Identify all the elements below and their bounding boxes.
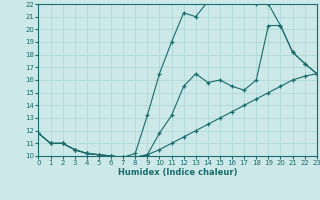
- X-axis label: Humidex (Indice chaleur): Humidex (Indice chaleur): [118, 168, 237, 177]
